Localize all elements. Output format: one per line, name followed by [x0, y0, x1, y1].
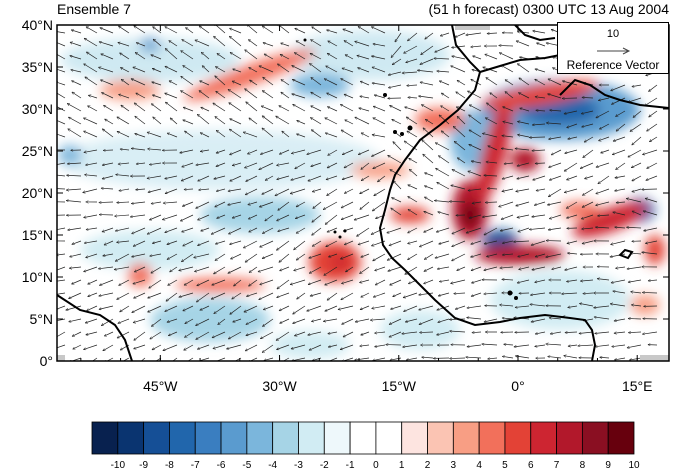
colorbar-swatch	[607, 421, 635, 455]
colorbar-label: -10	[111, 460, 126, 471]
lat-label: 20°N	[22, 185, 53, 201]
colorbar-swatch	[246, 421, 274, 455]
colorbar-swatch	[375, 421, 403, 455]
colorbar-label: 10	[628, 460, 640, 471]
colorbar-label: -6	[217, 460, 226, 471]
colorbar: -10 -9 -8 -7 -6 -5 -4 -3 -2 -1 0 1 2 3 4 5 6 7 8 9 10	[91, 421, 640, 471]
colorbar-label: 6	[528, 460, 534, 471]
lat-label: 0°	[40, 353, 53, 369]
lat-label: 40°N	[22, 17, 53, 33]
colorbar-swatch	[504, 421, 532, 455]
lat-label: 35°N	[22, 59, 53, 75]
plot-title-right: (51 h forecast) 0300 UTC 13 Aug 2004	[428, 1, 669, 17]
islands	[303, 38, 518, 300]
colorbar-label: 8	[580, 460, 586, 471]
colorbar-label: -8	[165, 460, 174, 471]
reference-vector-legend: 10 Reference Vector	[557, 22, 669, 74]
colorbar-label: -7	[191, 460, 200, 471]
colorbar-swatch	[581, 421, 609, 455]
colorbar-swatch	[169, 421, 196, 455]
colorbar-label: 3	[451, 460, 457, 471]
colorbar-label: 4	[476, 460, 482, 471]
lon-label: 15°E	[622, 378, 653, 394]
colorbar-label: -4	[268, 460, 277, 471]
colorbar-swatch	[478, 421, 506, 455]
colorbar-label: -2	[320, 460, 329, 471]
lon-label: 45°W	[143, 378, 178, 394]
colorbar-swatch	[117, 421, 145, 455]
axis-ticks: 40°N 35°N 30°N 25°N 20°N 15°N 10°N 5°N 0° 45°W 30°…	[22, 17, 669, 394]
colorbar-swatch	[349, 421, 377, 455]
colorbar-label: 7	[554, 460, 560, 471]
colorbar-swatch	[427, 421, 454, 455]
lat-label: 15°N	[22, 227, 53, 243]
colorbar-swatch	[323, 421, 351, 455]
colorbar-swatch	[530, 421, 557, 455]
colorbar-swatch	[556, 421, 583, 455]
colorbar-label: -1	[346, 460, 355, 471]
colorbar-swatch	[298, 421, 325, 455]
colorbar-swatch	[401, 421, 428, 455]
colorbar-label: -5	[242, 460, 251, 471]
lat-label: 30°N	[22, 101, 53, 117]
reference-arrow-icon	[597, 47, 631, 55]
colorbar-swatch	[272, 421, 299, 455]
colorbar-label: 5	[502, 460, 508, 471]
lon-label: 0°	[511, 378, 524, 394]
lat-label: 25°N	[22, 143, 53, 159]
lon-label: 30°W	[262, 378, 297, 394]
colorbar-label: 2	[425, 460, 431, 471]
colorbar-swatch	[194, 421, 222, 455]
colorbar-label: 1	[399, 460, 405, 471]
colorbar-label: -9	[139, 460, 148, 471]
colorbar-swatch	[220, 421, 248, 455]
colorbar-label: 0	[373, 460, 379, 471]
lon-label: 15°W	[382, 378, 417, 394]
colorbar-swatch	[91, 421, 119, 455]
colorbar-swatch	[143, 421, 170, 455]
colorbar-label: 9	[605, 460, 611, 471]
colorbar-swatch	[452, 421, 480, 455]
lat-label: 10°N	[22, 269, 53, 285]
reference-vector-magnitude: 10	[606, 28, 620, 40]
colorbar-label: -3	[294, 460, 303, 471]
plot-title-left: Ensemble 7	[57, 1, 131, 17]
coastlines	[57, 25, 669, 361]
lat-label: 5°N	[30, 311, 54, 327]
reference-vector-label: Reference Vector	[566, 58, 660, 72]
